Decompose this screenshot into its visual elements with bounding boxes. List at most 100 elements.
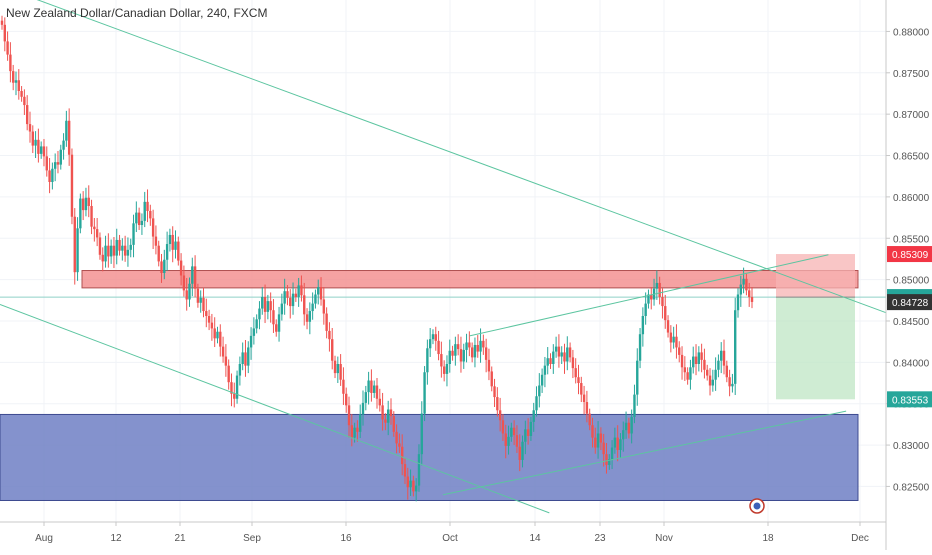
candle-body bbox=[389, 409, 393, 417]
candle-body bbox=[454, 344, 457, 356]
candle-body bbox=[490, 371, 493, 387]
price-tick-label: 0.84500 bbox=[893, 317, 930, 328]
candle-body bbox=[73, 216, 76, 273]
candle-body bbox=[700, 352, 703, 360]
candle-body bbox=[501, 420, 505, 434]
candle-body bbox=[275, 324, 278, 332]
candle-body bbox=[392, 416, 395, 432]
candle-body bbox=[722, 350, 726, 366]
candle-body bbox=[84, 197, 88, 211]
candle-body bbox=[202, 297, 205, 312]
candle-body bbox=[143, 201, 146, 221]
price-tick-label: 0.84000 bbox=[893, 358, 930, 369]
candle-body bbox=[121, 245, 124, 251]
candle-body bbox=[14, 80, 18, 83]
candle-body bbox=[375, 385, 379, 399]
candle-body bbox=[48, 170, 51, 182]
candle-body bbox=[53, 162, 57, 169]
candle-body bbox=[367, 380, 370, 393]
candle-body bbox=[303, 295, 306, 315]
candle-body bbox=[165, 244, 169, 260]
candle-body bbox=[62, 140, 65, 150]
price-tick-label: 0.88000 bbox=[893, 27, 930, 38]
candle-body bbox=[28, 124, 32, 132]
candle-body bbox=[650, 294, 653, 300]
candle-body bbox=[678, 347, 681, 355]
support-zone bbox=[0, 413, 859, 501]
candle-body bbox=[406, 476, 409, 488]
candle-body bbox=[210, 322, 214, 329]
candle-body bbox=[613, 437, 617, 448]
candle-body bbox=[585, 402, 589, 414]
candle-body bbox=[179, 260, 183, 276]
candle-body bbox=[630, 416, 633, 434]
candle-body bbox=[644, 303, 647, 317]
candle-body bbox=[174, 241, 177, 250]
candle-body bbox=[325, 313, 328, 331]
take-profit-area bbox=[776, 297, 855, 400]
candle-body bbox=[104, 245, 107, 262]
candle-body bbox=[255, 319, 258, 329]
candle-body bbox=[31, 131, 34, 146]
candle-body bbox=[199, 297, 202, 303]
candle-body bbox=[305, 314, 309, 322]
candle-body bbox=[328, 330, 331, 340]
candle-body bbox=[154, 236, 158, 246]
candle-body bbox=[546, 358, 549, 366]
candle-body bbox=[459, 349, 463, 362]
position-tool bbox=[776, 254, 855, 400]
candle-body bbox=[504, 433, 507, 446]
candle-body bbox=[137, 212, 141, 226]
candle-body bbox=[42, 146, 46, 157]
candle-body bbox=[118, 239, 121, 251]
candle-body bbox=[219, 331, 222, 347]
candle-body bbox=[132, 223, 135, 245]
candle-body bbox=[308, 311, 312, 322]
candle-body bbox=[11, 71, 15, 83]
candle-body bbox=[51, 168, 54, 182]
candle-body bbox=[736, 294, 740, 311]
candle-body bbox=[361, 402, 365, 415]
candle-body bbox=[641, 316, 645, 335]
candle-body bbox=[241, 352, 244, 364]
candle-body bbox=[289, 297, 292, 307]
candle-body bbox=[510, 427, 513, 437]
candle-body bbox=[608, 459, 611, 465]
candle-body bbox=[373, 385, 376, 393]
candle-body bbox=[221, 346, 225, 357]
stop-loss-area bbox=[776, 254, 855, 298]
rising-resistance-line bbox=[469, 254, 829, 337]
candle-body bbox=[356, 427, 359, 432]
candle-body bbox=[101, 254, 104, 262]
price-tick-label: 0.82500 bbox=[893, 482, 930, 493]
candle-body bbox=[107, 245, 110, 257]
candle-body bbox=[484, 347, 488, 360]
candle-body bbox=[294, 293, 298, 297]
candle-body bbox=[451, 350, 454, 356]
candle-body bbox=[428, 339, 432, 349]
candle-body bbox=[714, 369, 717, 380]
candle-body bbox=[554, 346, 558, 352]
candle-body bbox=[283, 291, 286, 304]
candle-body bbox=[638, 334, 642, 361]
candle-body bbox=[216, 331, 219, 339]
candle-body bbox=[456, 344, 460, 350]
candle-body bbox=[487, 359, 491, 372]
candle-body bbox=[426, 348, 429, 373]
candle-body bbox=[669, 332, 673, 343]
candle-body bbox=[277, 314, 281, 332]
price-tick-label: 0.87500 bbox=[893, 69, 930, 80]
candle-body bbox=[151, 218, 155, 237]
candle-body bbox=[235, 375, 239, 399]
candle-body bbox=[353, 427, 356, 438]
candle-body bbox=[666, 320, 670, 333]
candle-body bbox=[734, 310, 737, 384]
candle-body bbox=[90, 205, 93, 227]
candle-body bbox=[191, 266, 194, 284]
candle-body bbox=[574, 368, 577, 378]
candle-body bbox=[694, 356, 698, 364]
candle-body bbox=[616, 437, 619, 451]
candle-body bbox=[87, 197, 90, 206]
candle-body bbox=[750, 296, 754, 302]
